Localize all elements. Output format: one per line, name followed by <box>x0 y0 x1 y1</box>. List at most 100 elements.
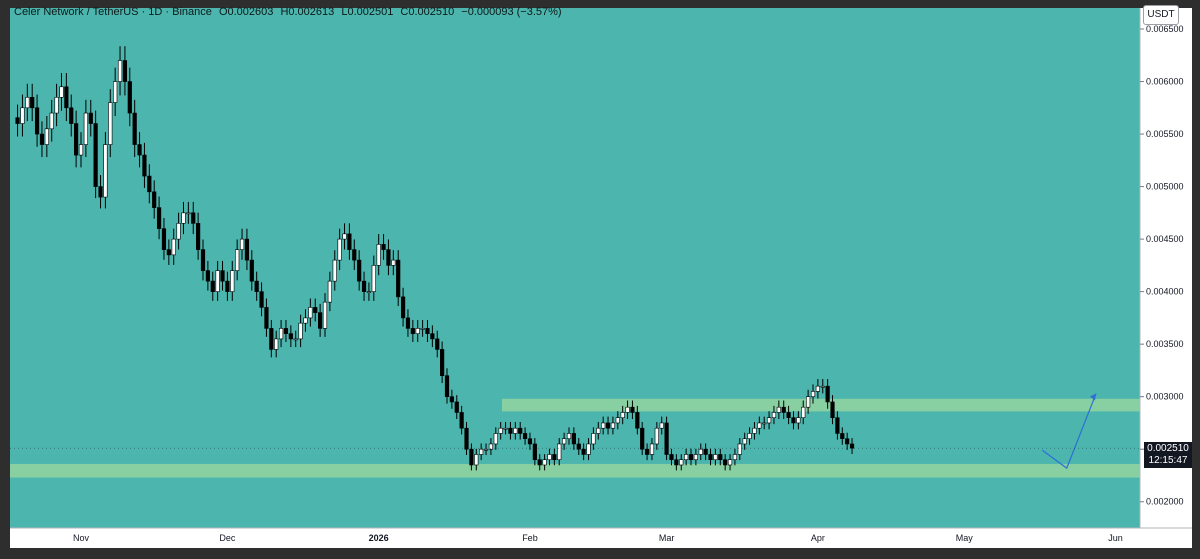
candle-body <box>693 454 698 461</box>
candle-body <box>25 96 30 109</box>
candle-body <box>762 422 767 425</box>
candle-body <box>283 328 289 334</box>
candle-body <box>688 454 694 461</box>
candle-body <box>274 338 279 350</box>
candle-body <box>610 422 616 429</box>
candle-body <box>527 438 533 445</box>
time-axis <box>10 528 1192 548</box>
candle-body <box>835 417 840 434</box>
resistance-zone <box>501 398 1141 412</box>
candle-body <box>156 207 162 229</box>
x-tick-label: Jun <box>1108 533 1123 543</box>
bar-countdown: 12:15:47 <box>1148 455 1188 466</box>
currency-unit-button[interactable]: USDT <box>1143 5 1179 25</box>
candle-body <box>322 301 328 329</box>
candle-body <box>391 259 396 266</box>
candle-body <box>845 438 850 445</box>
candle-body <box>801 406 806 418</box>
last-price-value: 0.002510 <box>1147 443 1189 454</box>
candle-body <box>654 427 659 445</box>
candle-body <box>191 212 196 224</box>
candle-body <box>30 96 35 109</box>
candle-body <box>93 123 98 187</box>
candle-body <box>703 448 708 455</box>
candle-body <box>810 391 816 397</box>
candle-body <box>576 443 581 450</box>
x-tick-label: Nov <box>73 533 90 543</box>
candle-body <box>757 422 762 429</box>
candle-body <box>34 107 40 135</box>
candle-body <box>674 459 679 466</box>
candle-body <box>649 443 655 455</box>
plot-background <box>10 8 1140 528</box>
candle-body <box>820 385 825 388</box>
candle-body <box>796 417 801 424</box>
candle-body <box>727 459 733 466</box>
candle-body <box>469 448 474 466</box>
y-tick-label: 0.003000 <box>1146 392 1184 402</box>
projection-path <box>1042 393 1097 470</box>
candle-body <box>454 401 459 413</box>
candle-body <box>15 117 20 124</box>
candle-body <box>327 280 332 303</box>
x-tick-label: Mar <box>659 533 675 543</box>
candle-body <box>532 443 537 461</box>
candle-body <box>664 422 669 455</box>
candle-body <box>449 396 454 403</box>
candle-body <box>337 238 342 261</box>
legend-high: H0.002613 <box>280 6 335 18</box>
candle-body <box>591 433 596 445</box>
candle-body <box>152 191 157 208</box>
candle-body <box>59 86 64 98</box>
candle-body <box>69 107 74 124</box>
candle-body <box>405 317 411 329</box>
candle-body <box>259 291 264 308</box>
candle-body <box>210 280 215 292</box>
legend-change: −0.000093 (−3.57%) <box>461 6 562 18</box>
y-tick-label: 0.002000 <box>1146 497 1184 507</box>
candle-body <box>776 406 781 413</box>
candle-body <box>381 244 386 250</box>
candle-body <box>386 249 391 266</box>
candle-body <box>293 338 298 341</box>
candle-body <box>396 259 401 298</box>
candle-body <box>98 186 103 198</box>
candle-body <box>400 296 406 319</box>
x-tick-label: 2026 <box>369 533 389 543</box>
candle-body <box>127 81 132 114</box>
candle-body <box>644 448 650 455</box>
candle-body <box>239 238 245 250</box>
candle-body <box>557 443 562 461</box>
candle-body <box>83 112 88 145</box>
symbol-title[interactable]: Celer Network / TetherUS · 1D · Binance <box>14 6 212 18</box>
candle-body <box>791 417 796 424</box>
candle-body <box>132 112 137 145</box>
candle-body <box>562 438 567 445</box>
candle-body <box>366 291 372 293</box>
candle-body <box>625 406 630 413</box>
candle-body <box>747 433 752 440</box>
candle-body <box>684 454 689 461</box>
candle-body <box>303 317 308 324</box>
candle-body <box>196 223 201 250</box>
projection-arrowhead <box>1090 393 1097 401</box>
symbol-legend: Celer Network / TetherUS · 1D · Binance … <box>14 6 566 18</box>
candle-body <box>718 454 723 461</box>
candle-body <box>513 427 518 434</box>
candle-body <box>122 60 128 82</box>
candle-body <box>732 454 738 461</box>
candle-body <box>361 280 367 292</box>
y-tick-label: 0.005000 <box>1146 182 1184 192</box>
candle-body <box>815 385 820 392</box>
candle-body <box>605 422 611 429</box>
candle-body <box>659 422 664 429</box>
candle-body <box>264 307 269 329</box>
candle-body <box>205 270 210 282</box>
candle-body <box>298 322 303 340</box>
candle-body <box>137 144 142 156</box>
candle-body <box>278 328 284 340</box>
candle-body <box>415 328 420 334</box>
candle-body <box>108 102 113 145</box>
candle-body <box>493 433 498 445</box>
